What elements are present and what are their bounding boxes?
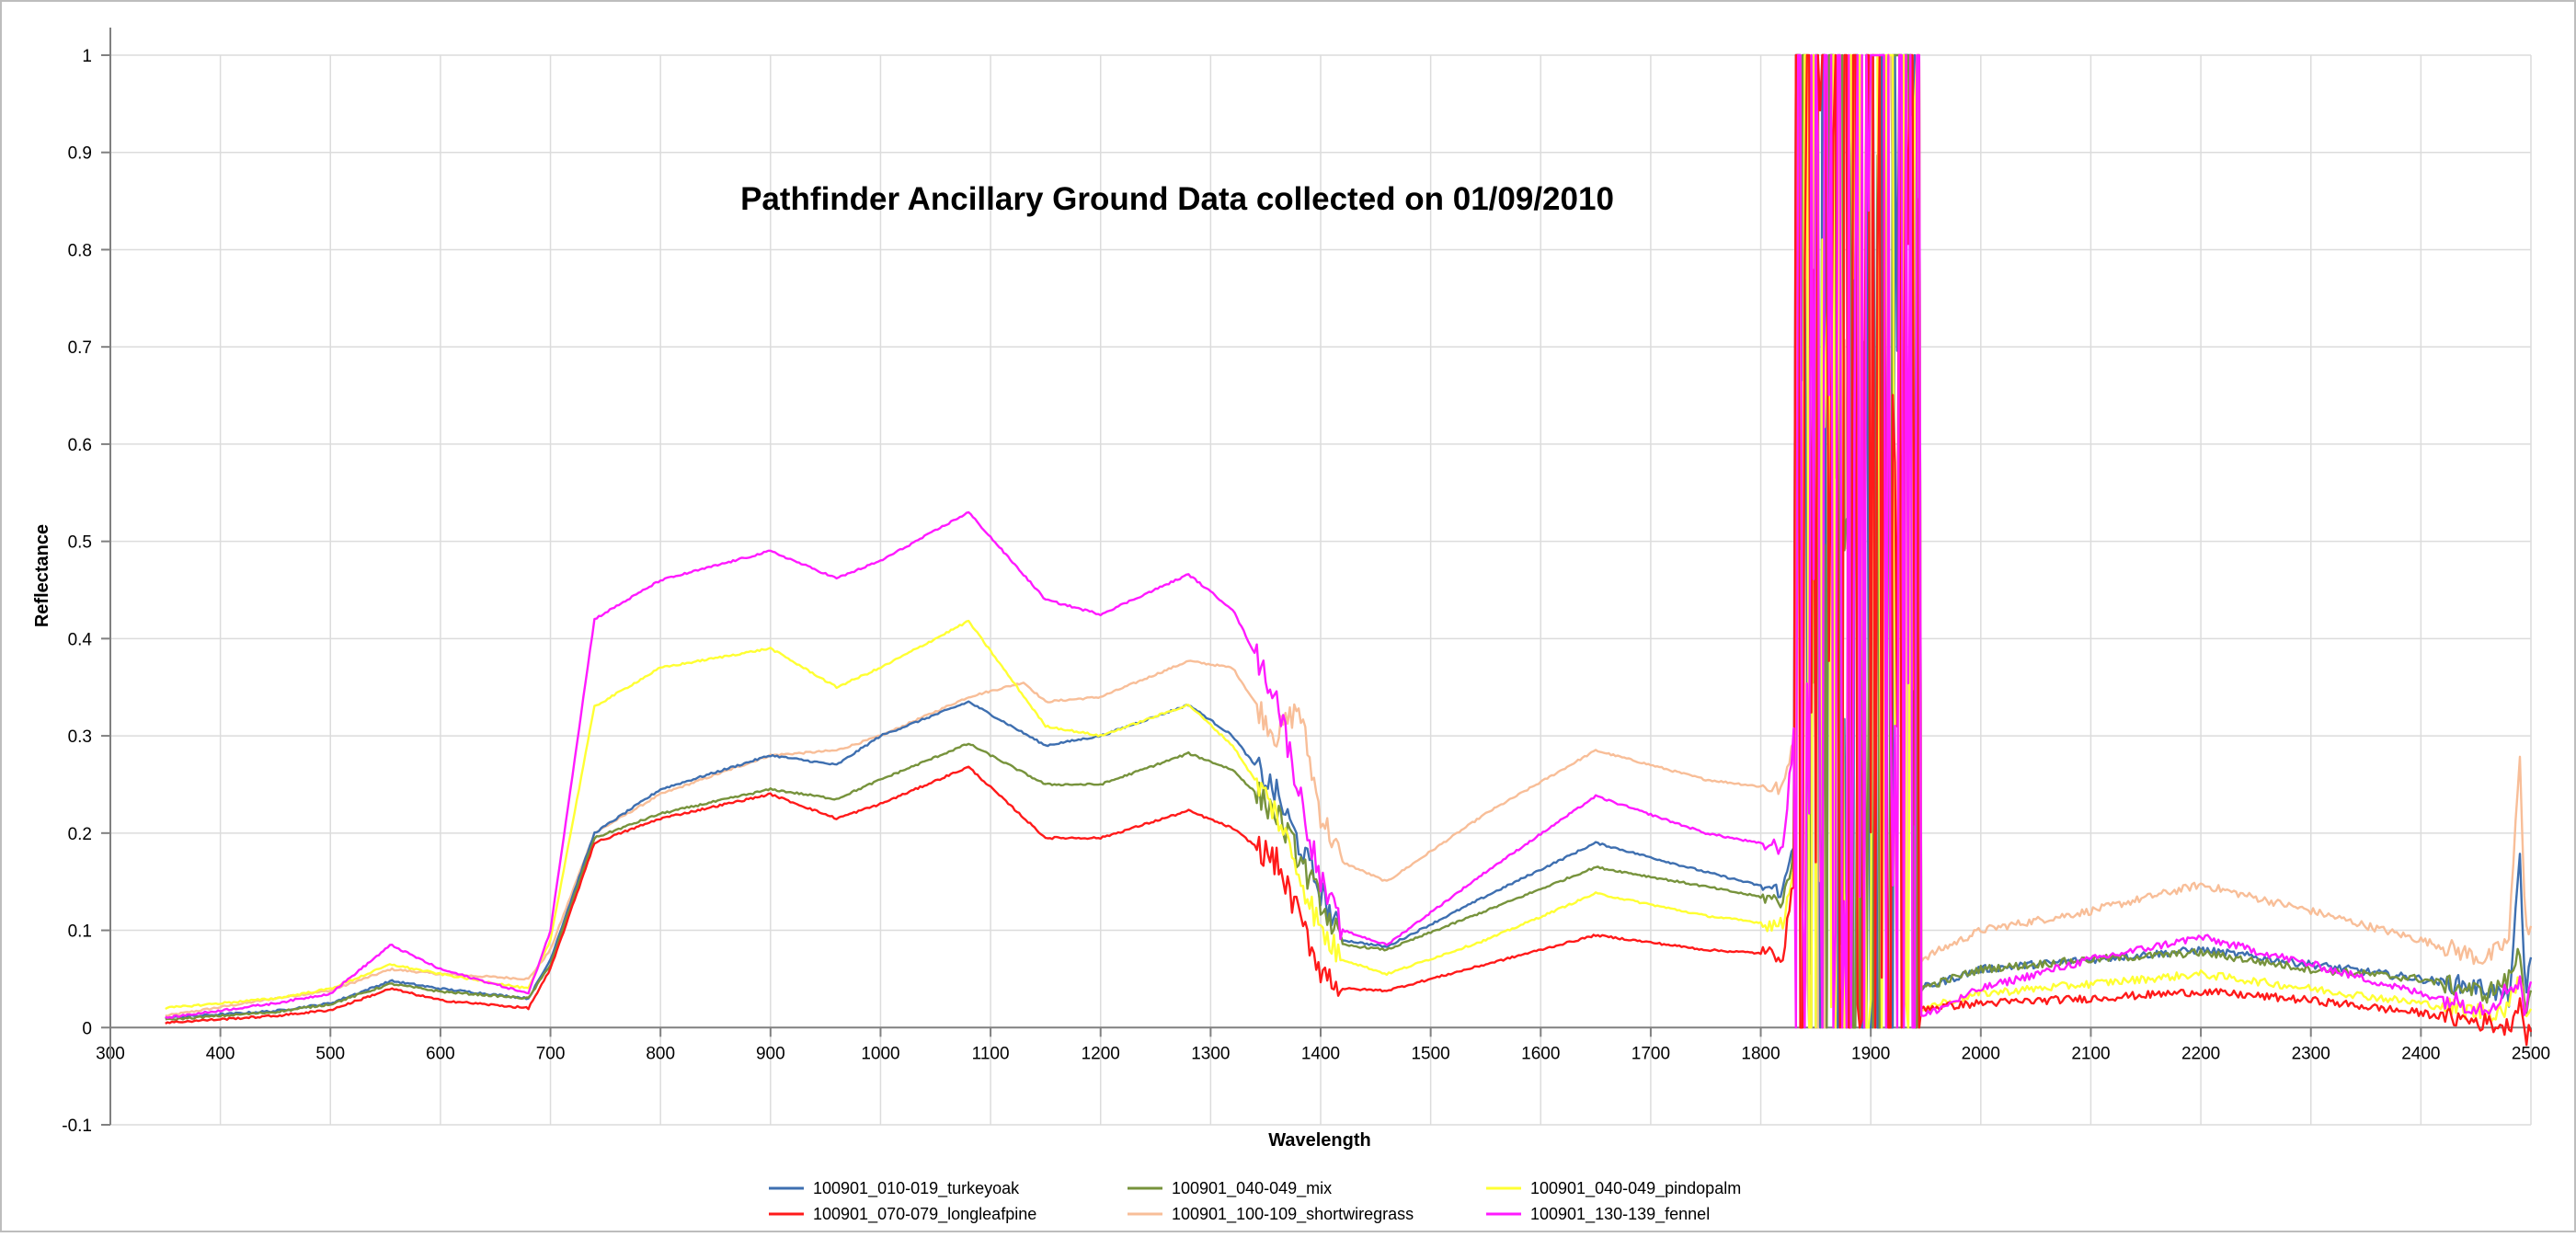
x-tick-label: 400: [206, 1044, 235, 1063]
y-axis-label: Reflectance: [32, 524, 52, 627]
y-tick-label: 0: [82, 1019, 92, 1038]
y-tick-label: 0.4: [68, 630, 93, 649]
y-tick-label: 0.1: [68, 922, 92, 942]
legend-label: 100901_070-079_longleafpine: [813, 1205, 1036, 1224]
legend-item: 100901_100-109_shortwiregrass: [1128, 1205, 1414, 1224]
series-line: [165, 53, 2533, 1029]
legend-label: 100901_100-109_shortwiregrass: [1172, 1205, 1414, 1224]
series-6: [165, 53, 2533, 1029]
x-tick-label: 800: [646, 1044, 675, 1063]
y-tick-label: 0.6: [68, 436, 92, 455]
y-tick-label: 0.3: [68, 727, 92, 747]
y-tick-label: 0.5: [68, 533, 92, 553]
series-line: [165, 53, 2533, 1029]
series-lines: [165, 53, 2533, 1047]
y-tick-label: 1: [82, 47, 92, 66]
series-3: [165, 53, 2533, 1029]
y-tick-label: -0.1: [62, 1117, 92, 1136]
axes: 300 400 500 600 700 800 900 1000 1100 1200 1300 140…: [62, 28, 2550, 1136]
x-tick-label: 1400: [1301, 1044, 1340, 1063]
legend-label: 100901_130-139_fennel: [1530, 1205, 1710, 1224]
legend-item: 100901_010-019_turkeyoak: [769, 1179, 1020, 1198]
x-tick-label: 1100: [972, 1044, 1010, 1063]
series-line: [165, 53, 2533, 1047]
series-5: [165, 53, 2533, 1029]
x-tick-label: 1200: [1082, 1044, 1120, 1063]
x-tick-label: 900: [756, 1044, 785, 1063]
x-tick-label: 600: [426, 1044, 455, 1063]
x-axis-label: Wavelength: [1268, 1130, 1371, 1151]
x-tick-label: 1900: [1851, 1044, 1890, 1063]
legend-label: 100901_040-049_mix: [1172, 1179, 1332, 1198]
legend: 100901_010-019_turkeyoak 100901_040-049_m…: [769, 1179, 1741, 1224]
x-tick-label: 2000: [1962, 1044, 2000, 1063]
x-tick-label: 500: [315, 1044, 345, 1063]
x-tick-label: 2300: [2292, 1044, 2330, 1063]
legend-item: 100901_070-079_longleafpine: [769, 1205, 1036, 1224]
legend-item: 100901_130-139_fennel: [1486, 1205, 1710, 1224]
y-tick-label: 0.2: [68, 825, 92, 844]
series-line: [165, 53, 2533, 1029]
y-tick-label: 0.7: [68, 338, 92, 358]
x-tick-label: 1300: [1191, 1044, 1230, 1063]
x-tick-label: 1700: [1631, 1044, 1670, 1063]
x-tick-label: 2400: [2401, 1044, 2440, 1063]
x-tick-label: 1800: [1741, 1044, 1780, 1063]
series-4: [165, 53, 2533, 1047]
x-tick-label: 2100: [2071, 1044, 2110, 1063]
series-2: [165, 53, 2533, 1029]
legend-item: 100901_040-049_mix: [1128, 1179, 1332, 1198]
x-tick-label: 1000: [861, 1044, 899, 1063]
x-tick-label: 2200: [2181, 1044, 2220, 1063]
legend-label: 100901_040-049_pindopalm: [1530, 1179, 1741, 1198]
x-tick-label: 2500: [2512, 1044, 2550, 1063]
legend-item: 100901_040-049_pindopalm: [1486, 1179, 1741, 1198]
chart-title: Pathfinder Ancillary Ground Data collect…: [740, 181, 1614, 217]
y-tick-label: 0.8: [68, 241, 92, 260]
legend-label: 100901_010-019_turkeyoak: [813, 1179, 1020, 1198]
x-tick-label: 700: [536, 1044, 566, 1063]
x-tick-label: 1600: [1521, 1044, 1560, 1063]
x-tick-label: 1500: [1411, 1044, 1449, 1063]
y-tick-label: 0.9: [68, 144, 92, 164]
series-line: [165, 53, 2533, 1029]
